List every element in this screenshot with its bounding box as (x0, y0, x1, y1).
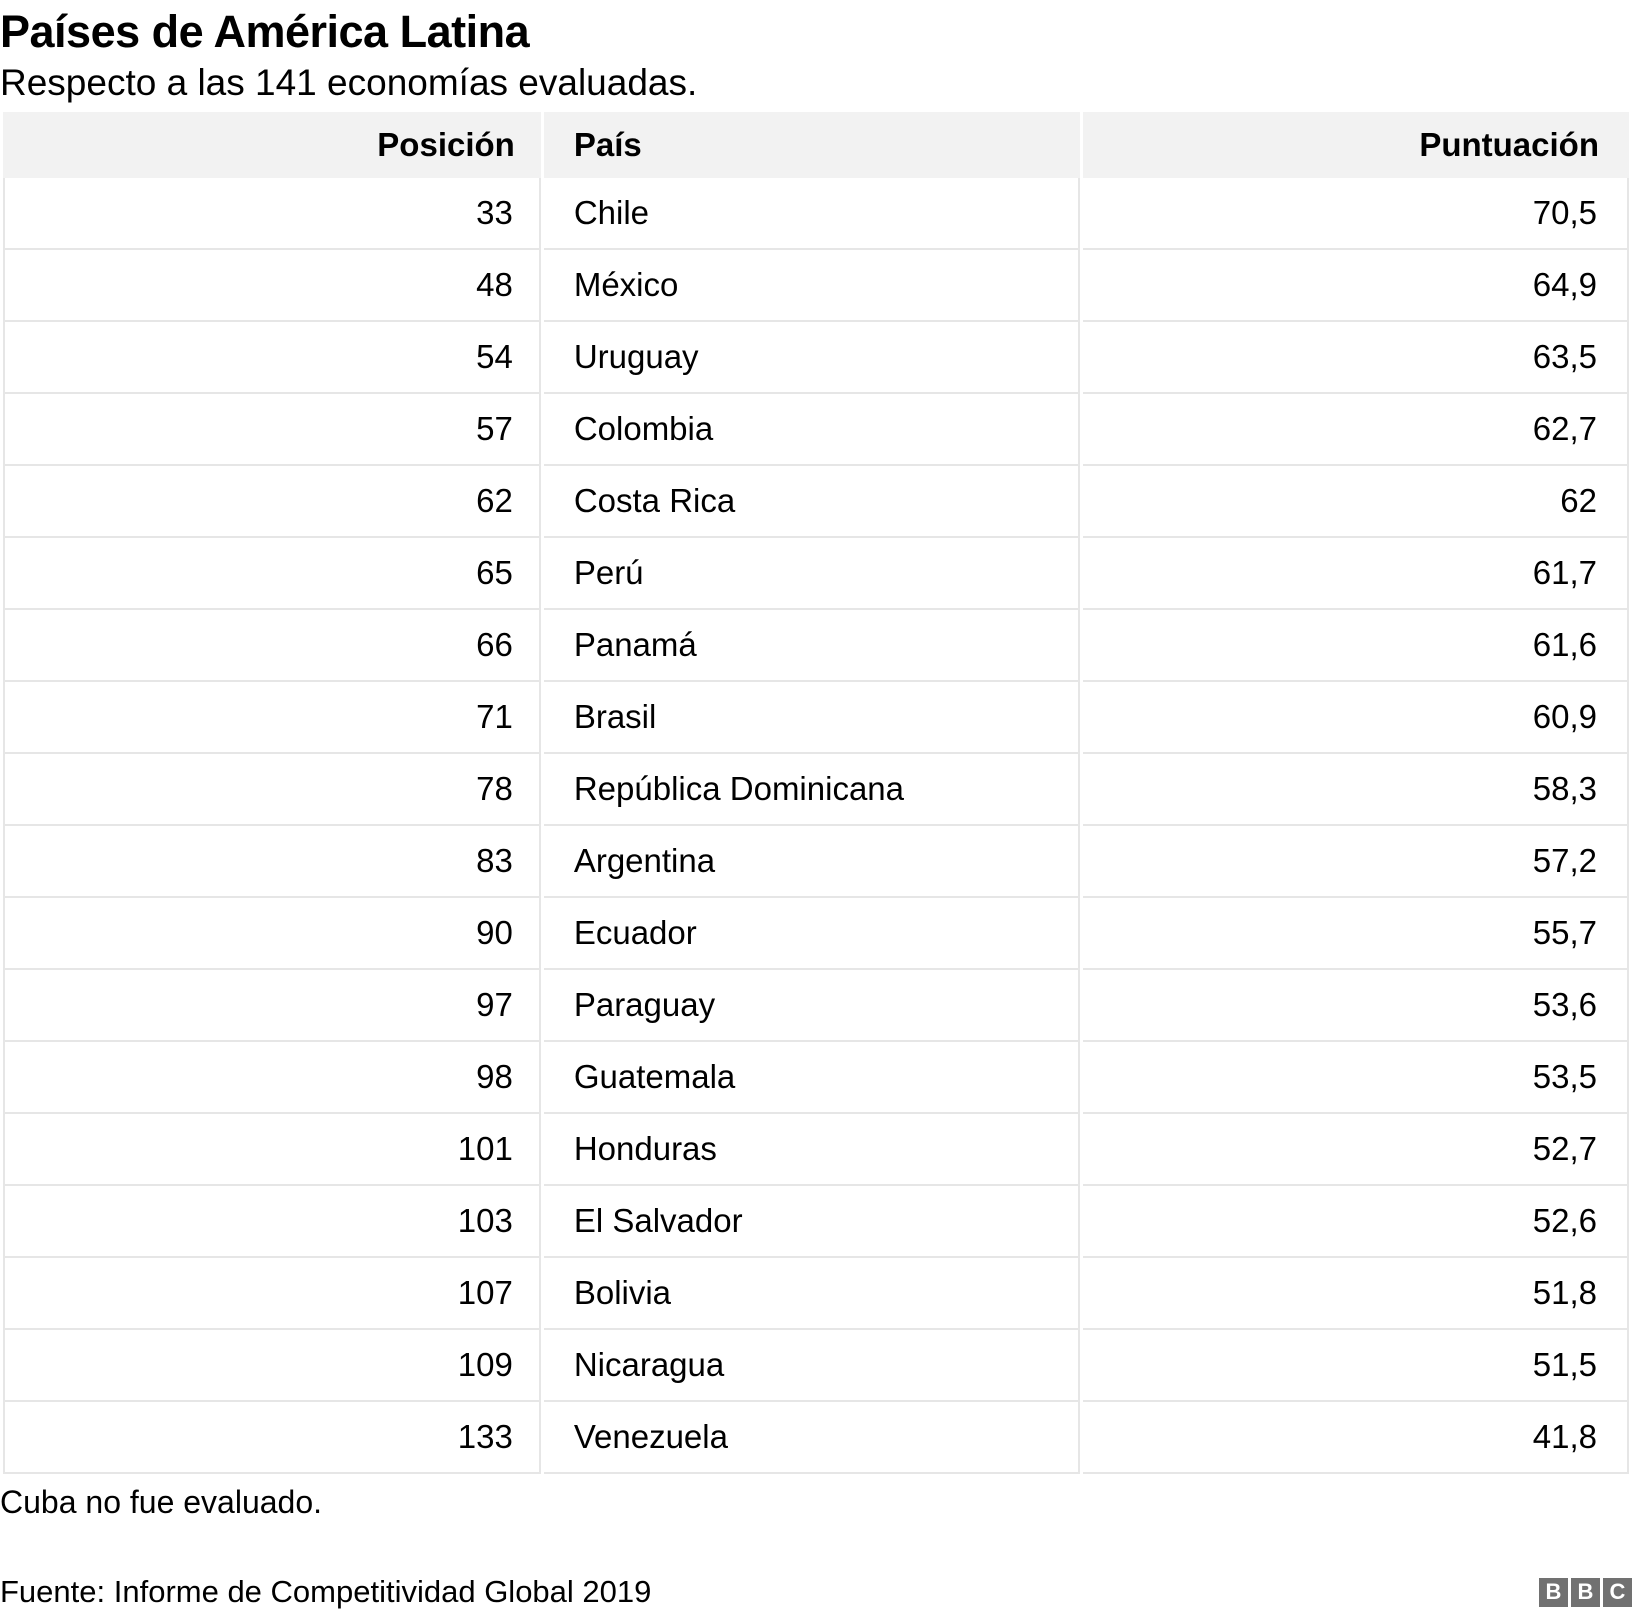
score-cell: 55,7 (1083, 898, 1629, 970)
score-cell: 62,7 (1083, 394, 1629, 466)
position-cell: 48 (3, 250, 541, 322)
country-cell: México (543, 250, 1081, 322)
table-row: 33 Chile 70,5 (3, 178, 1629, 250)
score-cell: 64,9 (1083, 250, 1629, 322)
score-cell: 52,6 (1083, 1186, 1629, 1258)
table-row: 83 Argentina 57,2 (3, 826, 1629, 898)
table-row: 71 Brasil 60,9 (3, 682, 1629, 754)
position-cell: 133 (3, 1402, 541, 1474)
table-row: 54 Uruguay 63,5 (3, 322, 1629, 394)
position-cell: 57 (3, 394, 541, 466)
position-cell: 62 (3, 466, 541, 538)
position-cell: 71 (3, 682, 541, 754)
score-cell: 61,7 (1083, 538, 1629, 610)
country-cell: Costa Rica (543, 466, 1081, 538)
country-cell: Perú (543, 538, 1081, 610)
table-row: 78 República Dominicana 58,3 (3, 754, 1629, 826)
chart-title: Países de América Latina (0, 6, 530, 57)
country-cell: Colombia (543, 394, 1081, 466)
column-header-pais: País (543, 112, 1081, 178)
bbc-logo-block: C (1603, 1577, 1632, 1607)
table-row: 90 Ecuador 55,7 (3, 898, 1629, 970)
position-cell: 83 (3, 826, 541, 898)
score-cell: 61,6 (1083, 610, 1629, 682)
table-row: 133 Venezuela 41,8 (3, 1402, 1629, 1474)
country-cell: República Dominicana (543, 754, 1081, 826)
country-cell: Guatemala (543, 1042, 1081, 1114)
header-row: Posición País Puntuación (3, 112, 1629, 178)
chart-footer: Fuente: Informe de Competitividad Global… (0, 1574, 1632, 1610)
score-cell: 51,5 (1083, 1330, 1629, 1402)
position-cell: 65 (3, 538, 541, 610)
country-cell: Nicaragua (543, 1330, 1081, 1402)
table-row: 109 Nicaragua 51,5 (3, 1330, 1629, 1402)
column-header-posicion: Posición (3, 112, 541, 178)
bbc-logo-block: B (1571, 1577, 1600, 1607)
table-row: 65 Perú 61,7 (3, 538, 1629, 610)
table-row: 98 Guatemala 53,5 (3, 1042, 1629, 1114)
country-cell: Ecuador (543, 898, 1081, 970)
country-cell: Brasil (543, 682, 1081, 754)
country-cell: Uruguay (543, 322, 1081, 394)
position-cell: 107 (3, 1258, 541, 1330)
position-cell: 66 (3, 610, 541, 682)
table-row: 107 Bolivia 51,8 (3, 1258, 1629, 1330)
score-cell: 58,3 (1083, 754, 1629, 826)
score-cell: 63,5 (1083, 322, 1629, 394)
score-cell: 41,8 (1083, 1402, 1629, 1474)
score-cell: 62 (1083, 466, 1629, 538)
table-row: 57 Colombia 62,7 (3, 394, 1629, 466)
country-cell: El Salvador (543, 1186, 1081, 1258)
country-cell: Panamá (543, 610, 1081, 682)
ranking-table: Posición País Puntuación 33 Chile 70,5 4… (0, 112, 1632, 1474)
chart-page: Países de América Latina Respecto a las … (0, 6, 1632, 1609)
table-row: 101 Honduras 52,7 (3, 1114, 1629, 1186)
country-cell: Bolivia (543, 1258, 1081, 1330)
score-cell: 57,2 (1083, 826, 1629, 898)
score-cell: 52,7 (1083, 1114, 1629, 1186)
table-row: 103 El Salvador 52,6 (3, 1186, 1629, 1258)
column-header-puntuacion: Puntuación (1083, 112, 1629, 178)
country-cell: Paraguay (543, 970, 1081, 1042)
table-header: Posición País Puntuación (3, 112, 1629, 178)
position-cell: 78 (3, 754, 541, 826)
score-cell: 53,6 (1083, 970, 1629, 1042)
score-cell: 60,9 (1083, 682, 1629, 754)
country-cell: Honduras (543, 1114, 1081, 1186)
score-cell: 51,8 (1083, 1258, 1629, 1330)
position-cell: 109 (3, 1330, 541, 1402)
table-row: 97 Paraguay 53,6 (3, 970, 1629, 1042)
bbc-logo: B B C (1539, 1577, 1632, 1607)
table-row: 48 México 64,9 (3, 250, 1629, 322)
position-cell: 98 (3, 1042, 541, 1114)
position-cell: 33 (3, 178, 541, 250)
table-body: 33 Chile 70,5 48 México 64,9 54 Uruguay … (3, 178, 1629, 1474)
position-cell: 97 (3, 970, 541, 1042)
position-cell: 90 (3, 898, 541, 970)
position-cell: 54 (3, 322, 541, 394)
bbc-logo-block: B (1539, 1577, 1568, 1607)
score-cell: 70,5 (1083, 178, 1629, 250)
source-credit: Fuente: Informe de Competitividad Global… (0, 1574, 652, 1609)
position-cell: 103 (3, 1186, 541, 1258)
chart-footnote: Cuba no fue evaluado. (0, 1484, 323, 1520)
country-cell: Argentina (543, 826, 1081, 898)
table-row: 62 Costa Rica 62 (3, 466, 1629, 538)
chart-subtitle: Respecto a las 141 economías evaluadas. (0, 62, 698, 103)
country-cell: Venezuela (543, 1402, 1081, 1474)
table-row: 66 Panamá 61,6 (3, 610, 1629, 682)
position-cell: 101 (3, 1114, 541, 1186)
country-cell: Chile (543, 178, 1081, 250)
score-cell: 53,5 (1083, 1042, 1629, 1114)
